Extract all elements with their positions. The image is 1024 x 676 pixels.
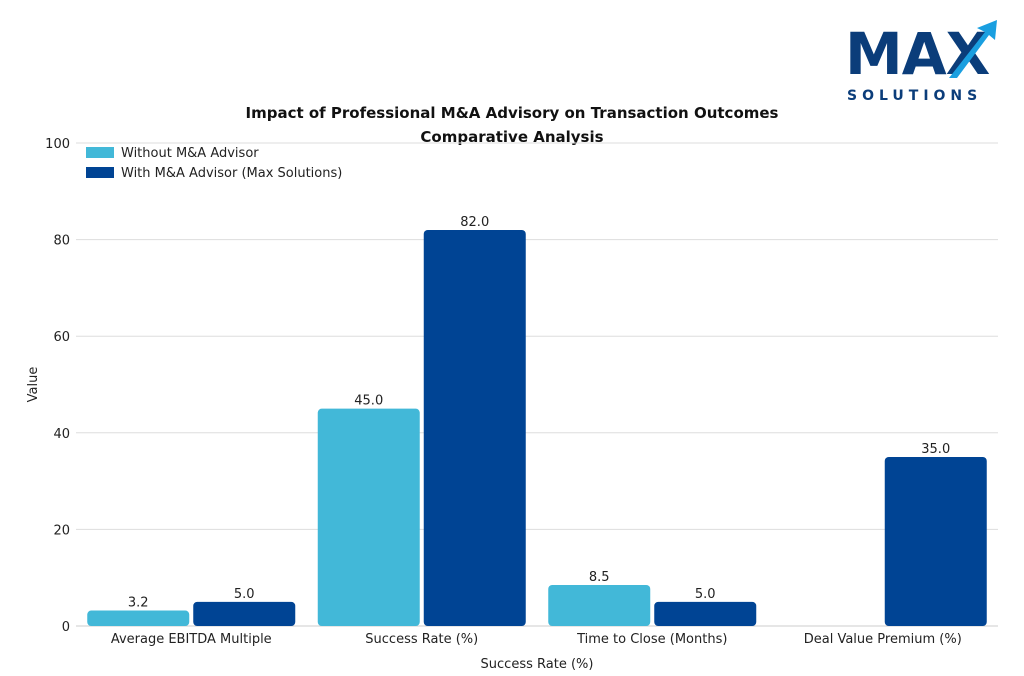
data-label: 45.0 — [354, 394, 383, 409]
bar-without-advisor — [87, 610, 190, 626]
legend-swatch — [86, 147, 114, 158]
chart-subtitle: Comparative Analysis — [420, 128, 604, 146]
legend-label: Without M&A Advisor — [121, 146, 259, 161]
bar-with-advisor — [884, 456, 987, 626]
chart-title: Impact of Professional M&A Advisory on T… — [245, 104, 779, 122]
x-tick-label: Time to Close (Months) — [576, 632, 727, 647]
legend-swatch — [86, 167, 114, 178]
y-tick-label: 20 — [53, 523, 70, 538]
x-axis-label: Success Rate (%) — [481, 657, 594, 672]
legend-label: With M&A Advisor (Max Solutions) — [121, 166, 342, 181]
data-label: 5.0 — [695, 587, 716, 602]
brand-logo: MAX SOLUTIONS — [845, 20, 997, 112]
y-tick-label: 100 — [45, 137, 70, 152]
logo-arrow-icon — [949, 20, 997, 78]
y-tick-label: 40 — [53, 427, 70, 442]
bar-without-advisor — [548, 584, 651, 626]
data-label: 8.5 — [589, 570, 610, 585]
y-tick-label: 60 — [53, 330, 70, 345]
data-label: 5.0 — [234, 587, 255, 602]
x-tick-label: Success Rate (%) — [365, 632, 478, 647]
bar-with-advisor — [654, 601, 757, 626]
y-tick-label: 80 — [53, 234, 70, 249]
x-tick-label: Average EBITDA Multiple — [111, 632, 272, 647]
data-label: 82.0 — [460, 215, 489, 230]
bar-with-advisor — [193, 601, 296, 626]
y-tick-label: 0 — [62, 620, 70, 635]
logo-subtext: SOLUTIONS — [847, 88, 983, 104]
x-tick-label: Deal Value Premium (%) — [804, 632, 962, 647]
data-label: 35.0 — [921, 442, 950, 457]
data-label: 3.2 — [128, 596, 149, 611]
bar-with-advisor — [423, 229, 526, 626]
y-axis-label: Value — [26, 367, 41, 403]
logo-text: MAX — [845, 20, 990, 88]
bar-without-advisor — [317, 408, 420, 626]
